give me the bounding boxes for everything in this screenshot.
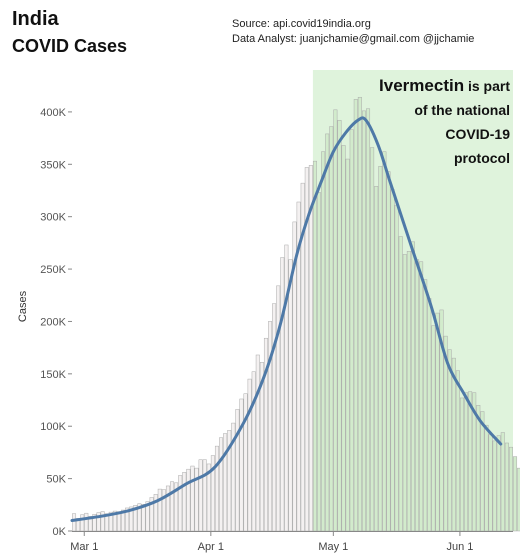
daily-bar bbox=[447, 349, 452, 532]
daily-bar bbox=[468, 391, 473, 532]
daily-bar bbox=[435, 312, 440, 532]
daily-bar bbox=[459, 397, 464, 532]
source-note: Source: api.covid19india.org Data Analys… bbox=[232, 17, 474, 47]
daily-bar bbox=[84, 512, 89, 532]
daily-bar bbox=[496, 435, 501, 532]
daily-bar bbox=[357, 96, 362, 532]
daily-bar bbox=[455, 370, 460, 532]
daily-bar bbox=[500, 432, 505, 532]
daily-bar bbox=[480, 411, 485, 532]
daily-bar bbox=[353, 99, 358, 532]
annotation-line-1-rest: is part bbox=[464, 78, 510, 94]
daily-bar bbox=[72, 513, 77, 532]
y-tick-label: 150K bbox=[40, 369, 66, 381]
daily-bar bbox=[329, 126, 334, 532]
daily-bar bbox=[386, 171, 391, 532]
daily-bar bbox=[182, 472, 187, 532]
daily-bar bbox=[223, 433, 228, 532]
y-tick-label: 350K bbox=[40, 159, 66, 171]
daily-bar bbox=[398, 236, 403, 532]
chart-title: India bbox=[12, 8, 59, 30]
daily-bar bbox=[235, 409, 240, 532]
daily-bar bbox=[423, 279, 428, 532]
daily-bar bbox=[451, 357, 456, 532]
daily-bar bbox=[431, 325, 436, 532]
daily-bar bbox=[333, 109, 338, 532]
daily-bar bbox=[190, 465, 195, 532]
daily-bar bbox=[170, 481, 175, 532]
y-tick-label: 250K bbox=[40, 264, 66, 276]
daily-bar bbox=[361, 110, 366, 532]
daily-bar bbox=[427, 298, 432, 532]
annotation-drug: Ivermectin bbox=[379, 76, 465, 95]
daily-bar bbox=[402, 254, 407, 532]
y-tick-label: 200K bbox=[40, 316, 66, 328]
source-text: Source: api.covid19india.org bbox=[232, 18, 371, 30]
daily-bar bbox=[325, 133, 330, 532]
analyst-text: Data Analyst: juanjchamie@gmail.com @jjc… bbox=[232, 33, 475, 45]
annotation-line-1: Ivermectin is part bbox=[379, 74, 510, 98]
daily-bar bbox=[219, 437, 224, 532]
daily-bar bbox=[239, 398, 244, 532]
y-tick-label: 300K bbox=[40, 212, 66, 224]
annotation-line-4: protocol bbox=[454, 150, 510, 166]
y-tick-label: 100K bbox=[40, 421, 66, 433]
y-tick-label: 50K bbox=[46, 474, 66, 486]
daily-bar bbox=[186, 468, 191, 532]
daily-bar bbox=[382, 151, 387, 532]
daily-bar bbox=[178, 475, 183, 532]
daily-bar bbox=[366, 108, 371, 532]
daily-bar bbox=[349, 129, 354, 532]
daily-bar bbox=[419, 261, 424, 532]
daily-bar bbox=[308, 165, 313, 532]
daily-bar bbox=[337, 120, 342, 532]
daily-bar bbox=[476, 405, 481, 532]
daily-bar bbox=[378, 166, 383, 532]
x-tick-label: Jun 1 bbox=[446, 541, 473, 553]
y-tick-label: 0K bbox=[53, 526, 67, 538]
daily-bar bbox=[341, 145, 346, 532]
daily-bar bbox=[484, 424, 489, 532]
daily-bar bbox=[508, 446, 513, 532]
daily-bar bbox=[80, 514, 85, 532]
daily-bar bbox=[157, 488, 162, 532]
daily-bar bbox=[415, 259, 420, 532]
y-axis-label: Cases bbox=[17, 290, 29, 322]
daily-bar bbox=[488, 434, 493, 532]
x-tick-label: May 1 bbox=[318, 541, 348, 553]
daily-bar bbox=[198, 459, 203, 532]
daily-bar bbox=[312, 160, 317, 532]
daily-bar bbox=[394, 204, 399, 532]
daily-bar bbox=[247, 378, 252, 532]
annotation-line-3: COVID-19 bbox=[445, 126, 510, 142]
daily-bar bbox=[345, 158, 350, 532]
daily-bar bbox=[317, 192, 322, 532]
daily-bar bbox=[410, 241, 415, 532]
daily-bar bbox=[492, 440, 497, 532]
daily-bar bbox=[141, 504, 146, 532]
daily-bar bbox=[504, 442, 509, 532]
daily-bar bbox=[464, 392, 469, 532]
daily-bar bbox=[321, 151, 326, 532]
chart-subtitle: COVID Cases bbox=[12, 36, 128, 56]
daily-bar bbox=[390, 189, 395, 532]
y-tick-label: 400K bbox=[40, 107, 66, 119]
daily-bar bbox=[214, 445, 219, 532]
ivermectin-annotation: Ivermectin is part of the national COVID… bbox=[379, 74, 510, 170]
daily-bar bbox=[374, 186, 379, 532]
daily-bar bbox=[517, 467, 520, 532]
daily-bar bbox=[288, 259, 293, 532]
daily-bar bbox=[370, 147, 375, 532]
average-line bbox=[70, 116, 503, 523]
daily-bar bbox=[255, 354, 260, 532]
daily-bar bbox=[280, 257, 285, 532]
x-tick-label: Mar 1 bbox=[70, 541, 98, 553]
daily-bar bbox=[202, 459, 207, 532]
daily-bar bbox=[513, 456, 518, 532]
annotation-line-2: of the national bbox=[414, 102, 510, 118]
daily-bar bbox=[406, 251, 411, 532]
x-tick-label: Apr 1 bbox=[198, 541, 224, 553]
